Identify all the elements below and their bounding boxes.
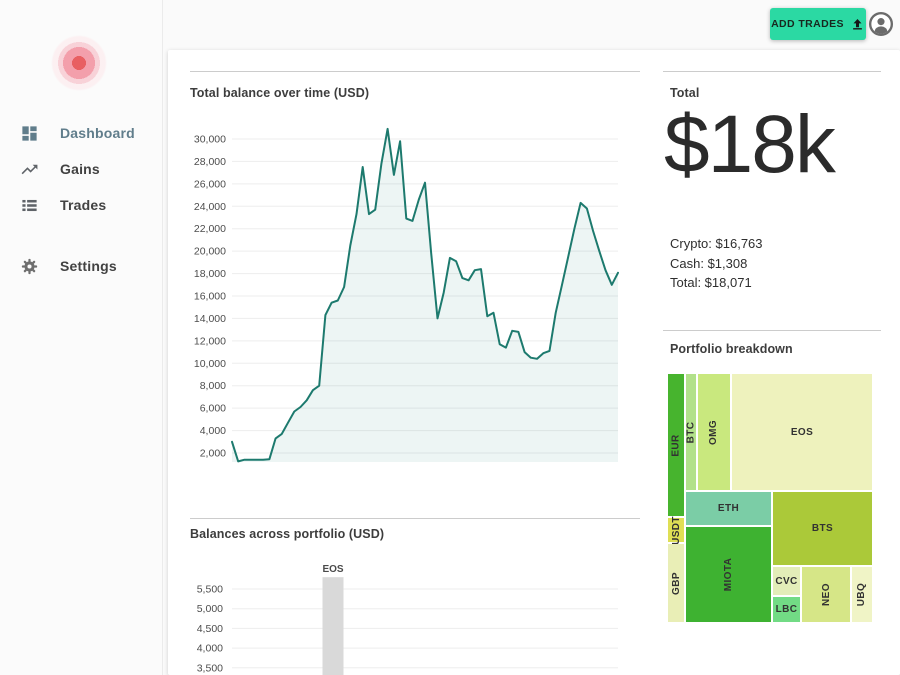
svg-text:10,000: 10,000 (194, 358, 226, 370)
divider (663, 71, 881, 72)
treemap-cell-eth[interactable]: ETH (686, 492, 771, 525)
app-logo (51, 35, 107, 91)
sidebar-item-trades[interactable]: Trades (0, 188, 161, 224)
treemap-cell-btc[interactable]: BTC (685, 374, 697, 490)
treemap-cell-miota[interactable]: MIOTA (686, 527, 771, 622)
treemap-cell-ubq[interactable]: UBQ (852, 567, 872, 622)
grand-total: Total: $18,071 (670, 275, 752, 290)
trending-up-icon (21, 164, 38, 175)
sidebar-item-label: Dashboard (60, 125, 135, 141)
treemap-cell-omg[interactable]: OMG (698, 374, 730, 490)
svg-text:6,000: 6,000 (200, 403, 226, 415)
sidebar-item-label: Gains (60, 161, 100, 177)
treemap-cell-label: MIOTA (722, 557, 734, 592)
treemap-cell-label: BTS (811, 523, 834, 534)
svg-text:24,000: 24,000 (194, 201, 226, 213)
account-circle-icon[interactable] (868, 11, 894, 37)
svg-text:22,000: 22,000 (194, 223, 226, 235)
treemap-cell-lbc[interactable]: LBC (773, 597, 800, 622)
treemap-cell-bts[interactable]: BTS (773, 492, 872, 565)
totals-summary: Crypto: $16,763 Cash: $1,308 Total: $18,… (670, 234, 763, 293)
svg-text:EOS: EOS (322, 564, 343, 575)
treemap-cell-label: BTC (685, 421, 697, 443)
add-trades-label: ADD TRADES (771, 18, 844, 30)
crypto-total: Crypto: $16,763 (670, 236, 763, 251)
svg-text:5,500: 5,500 (197, 584, 223, 596)
treemap-cell-eos[interactable]: EOS (732, 374, 872, 490)
treemap-cell-gbp[interactable]: GBP (668, 544, 684, 622)
svg-text:28,000: 28,000 (194, 156, 226, 168)
svg-text:18,000: 18,000 (194, 268, 226, 280)
svg-text:8,000: 8,000 (200, 380, 226, 392)
svg-text:20,000: 20,000 (194, 246, 226, 258)
total-value: $18k (664, 99, 836, 190)
dashboard-icon (22, 126, 37, 141)
divider (190, 518, 640, 519)
gear-icon (21, 258, 38, 275)
svg-text:30,000: 30,000 (194, 134, 226, 146)
treemap-cell-label: EOS (790, 426, 814, 438)
treemap-cell-label: LBC (775, 604, 798, 615)
balances-bar-chart: 5,500 5,000 4,500 4,000 3,500 EOS (197, 564, 618, 675)
svg-text:12,000: 12,000 (194, 335, 226, 347)
total-balance-area-chart: 2,000 4,000 6,000 8,000 10,000 12,000 14,000 16… (194, 127, 619, 463)
balances-chart-title: Balances across portfolio (USD) (190, 527, 385, 541)
upload-icon (853, 18, 862, 29)
svg-text:16,000: 16,000 (194, 291, 226, 303)
svg-text:3,500: 3,500 (197, 662, 223, 674)
total-title: Total (670, 86, 700, 100)
treemap-cell-eur[interactable]: EUR (668, 374, 684, 516)
sidebar-item-settings[interactable]: Settings (0, 249, 161, 285)
divider (190, 71, 640, 72)
balance-chart-title: Total balance over time (USD) (190, 86, 370, 100)
svg-text:4,500: 4,500 (197, 623, 223, 635)
svg-text:14,000: 14,000 (194, 313, 226, 325)
divider (663, 330, 881, 331)
svg-text:5,000: 5,000 (197, 603, 223, 615)
sidebar: Dashboard Gains Trades (0, 0, 163, 675)
treemap-cell-label: GBP (670, 571, 682, 595)
list-icon (22, 199, 37, 212)
svg-text:4,000: 4,000 (197, 643, 223, 655)
treemap-cell-label: ETH (717, 503, 740, 514)
sidebar-item-dashboard[interactable]: Dashboard (0, 116, 161, 152)
svg-text:4,000: 4,000 (200, 425, 226, 437)
add-trades-button[interactable]: ADD TRADES (770, 8, 866, 40)
portfolio-treemap: EUR USDT GBP BTC OMG EOS ETH MIOTA BTS CVC LBC NEO U… (668, 374, 872, 622)
cash-total: Cash: $1,308 (670, 255, 748, 271)
treemap-cell-neo[interactable]: NEO (802, 567, 850, 622)
svg-text:26,000: 26,000 (194, 178, 226, 190)
treemap-cell-label: USDT (670, 515, 682, 545)
treemap-cell-label: CVC (775, 575, 798, 587)
breakdown-title: Portfolio breakdown (670, 342, 793, 356)
treemap-cell-usdt[interactable]: USDT (668, 515, 684, 545)
svg-text:2,000: 2,000 (200, 448, 226, 460)
sidebar-item-label: Settings (60, 258, 117, 274)
sidebar-item-label: Trades (60, 197, 107, 213)
treemap-cell-label: EUR (670, 433, 682, 457)
treemap-cell-label: NEO (820, 583, 832, 606)
treemap-cell-label: UBQ (856, 582, 868, 607)
sidebar-item-gains[interactable]: Gains (0, 152, 161, 188)
treemap-cell-label: OMG (708, 419, 720, 445)
treemap-cell-cvc[interactable]: CVC (773, 567, 800, 595)
